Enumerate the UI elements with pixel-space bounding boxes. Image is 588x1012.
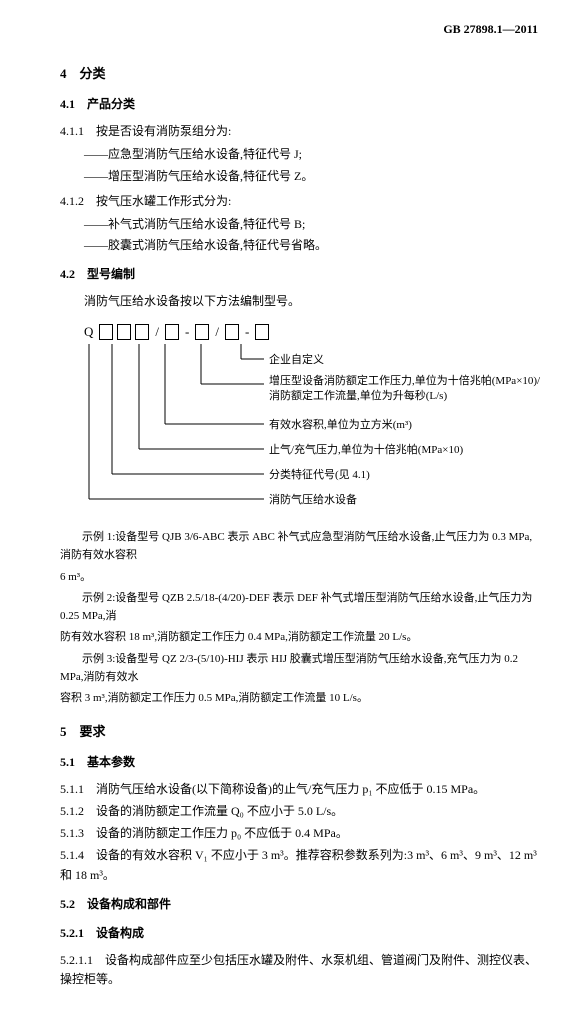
diagram-slash-1: / bbox=[153, 322, 161, 343]
example-1-line2: 6 m³。 bbox=[60, 569, 538, 587]
section-5-1-num: 5.1 bbox=[60, 755, 75, 769]
para-4-1-2-num: 4.1.2 bbox=[60, 194, 84, 208]
diagram-label-3: 止气/充气压力,单位为十倍兆帕(MPa×10) bbox=[269, 442, 463, 456]
section-4-num: 4 bbox=[60, 66, 67, 81]
req-5-1-1: 5.1.1 消防气压给水设备(以下简称设备)的止气/充气压力 p₁ 不应低于 0… bbox=[60, 780, 538, 799]
section-5-title: 要求 bbox=[80, 724, 106, 739]
item-412a: ——补气式消防气压给水设备,特征代号 B; bbox=[60, 215, 538, 234]
item-411b: ——增压型消防气压给水设备,特征代号 Z。 bbox=[60, 167, 538, 186]
para-4-1-2: 4.1.2 按气压水罐工作形式分为: bbox=[60, 192, 538, 211]
diagram-box-2 bbox=[117, 324, 131, 340]
section-5-1-heading: 5.1 基本参数 bbox=[60, 753, 538, 772]
diagram-label-1: 增压型设备消防额定工作压力,单位为十倍兆帕(MPa×10)/消防额定工作流量,单… bbox=[269, 374, 544, 405]
example-3-line2: 容积 3 m³,消防额定工作压力 0.5 MPa,消防额定工作流量 10 L/s… bbox=[60, 690, 538, 708]
req-5-1-4: 5.1.4 设备的有效水容积 V₁ 不应小于 3 m³。推荐容积参数系列为:3 … bbox=[60, 846, 538, 884]
section-4-1-title: 产品分类 bbox=[87, 97, 135, 111]
section-4-title: 分类 bbox=[80, 66, 106, 81]
section-5-2-num: 5.2 bbox=[60, 897, 75, 911]
section-5-2-title: 设备构成和部件 bbox=[87, 897, 171, 911]
standard-code: GB 27898.1—2011 bbox=[60, 20, 538, 39]
example-2-line2: 防有效水容积 18 m³,消防额定工作压力 0.4 MPa,消防额定工作流量 2… bbox=[60, 629, 538, 647]
para-4-1-1-text: 按是否设有消防泵组分为: bbox=[96, 124, 231, 138]
example-3-line1: 示例 3:设备型号 QZ 2/3-(5/10)-HIJ 表示 HIJ 胶囊式增压… bbox=[60, 651, 538, 686]
diagram-bracket-svg: 企业自定义 增压型设备消防额定工作压力,单位为十倍兆帕(MPa×10)/消防额定… bbox=[84, 344, 544, 519]
diagram-label-5: 消防气压给水设备 bbox=[269, 492, 357, 506]
section-4-2-title: 型号编制 bbox=[87, 267, 135, 281]
section-5-2-1-num: 5.2.1 bbox=[60, 926, 84, 940]
section-5-1-title: 基本参数 bbox=[87, 755, 135, 769]
diagram-box-row: Q / - / - bbox=[84, 322, 538, 343]
para-4-1-1-num: 4.1.1 bbox=[60, 124, 84, 138]
section-5-2-1-title: 设备构成 bbox=[96, 926, 144, 940]
item-411a: ——应急型消防气压给水设备,特征代号 J; bbox=[60, 145, 538, 164]
diagram-box-4 bbox=[165, 324, 179, 340]
item-412b: ——胶囊式消防气压给水设备,特征代号省略。 bbox=[60, 236, 538, 255]
diagram-label-2: 有效水容积,单位为立方米(m³) bbox=[269, 417, 412, 431]
section-5-2-heading: 5.2 设备构成和部件 bbox=[60, 895, 538, 914]
model-code-diagram: Q / - / - 企业自定义 增压型设备消防额定工作压力,单位为十倍兆帕(MP… bbox=[84, 322, 538, 520]
diagram-box-7 bbox=[255, 324, 269, 340]
para-4-1-2-text: 按气压水罐工作形式分为: bbox=[96, 194, 231, 208]
diagram-box-5 bbox=[195, 324, 209, 340]
section-5-2-1-heading: 5.2.1 设备构成 bbox=[60, 924, 538, 943]
section-4-2-num: 4.2 bbox=[60, 267, 75, 281]
req-5-1-3: 5.1.3 设备的消防额定工作压力 p₀ 不应低于 0.4 MPa。 bbox=[60, 824, 538, 843]
req-5-1-2: 5.1.2 设备的消防额定工作流量 Q₀ 不应小于 5.0 L/s。 bbox=[60, 802, 538, 821]
section-4-2-intro: 消防气压给水设备按以下方法编制型号。 bbox=[60, 292, 538, 311]
diagram-box-1 bbox=[99, 324, 113, 340]
diagram-slash-2: / bbox=[213, 322, 221, 343]
section-4-2-heading: 4.2 型号编制 bbox=[60, 265, 538, 284]
diagram-q-letter: Q bbox=[84, 322, 93, 343]
diagram-label-0: 企业自定义 bbox=[269, 352, 324, 366]
section-4-heading: 4 分类 bbox=[60, 64, 538, 85]
example-2-line1: 示例 2:设备型号 QZB 2.5/18-(4/20)-DEF 表示 DEF 补… bbox=[60, 590, 538, 625]
diagram-dash-1: - bbox=[183, 322, 191, 343]
section-4-1-num: 4.1 bbox=[60, 97, 75, 111]
section-5-num: 5 bbox=[60, 724, 67, 739]
diagram-box-6 bbox=[225, 324, 239, 340]
req-5-2-1-1: 5.2.1.1 设备构成部件应至少包括压水罐及附件、水泵机组、管道阀门及附件、测… bbox=[60, 951, 538, 989]
section-4-1-heading: 4.1 产品分类 bbox=[60, 95, 538, 114]
diagram-box-3 bbox=[135, 324, 149, 340]
diagram-dash-2: - bbox=[243, 322, 251, 343]
section-5-heading: 5 要求 bbox=[60, 722, 538, 743]
example-1-line1: 示例 1:设备型号 QJB 3/6-ABC 表示 ABC 补气式应急型消防气压给… bbox=[60, 529, 538, 564]
para-4-1-1: 4.1.1 按是否设有消防泵组分为: bbox=[60, 122, 538, 141]
diagram-label-4: 分类特征代号(见 4.1) bbox=[269, 467, 370, 481]
